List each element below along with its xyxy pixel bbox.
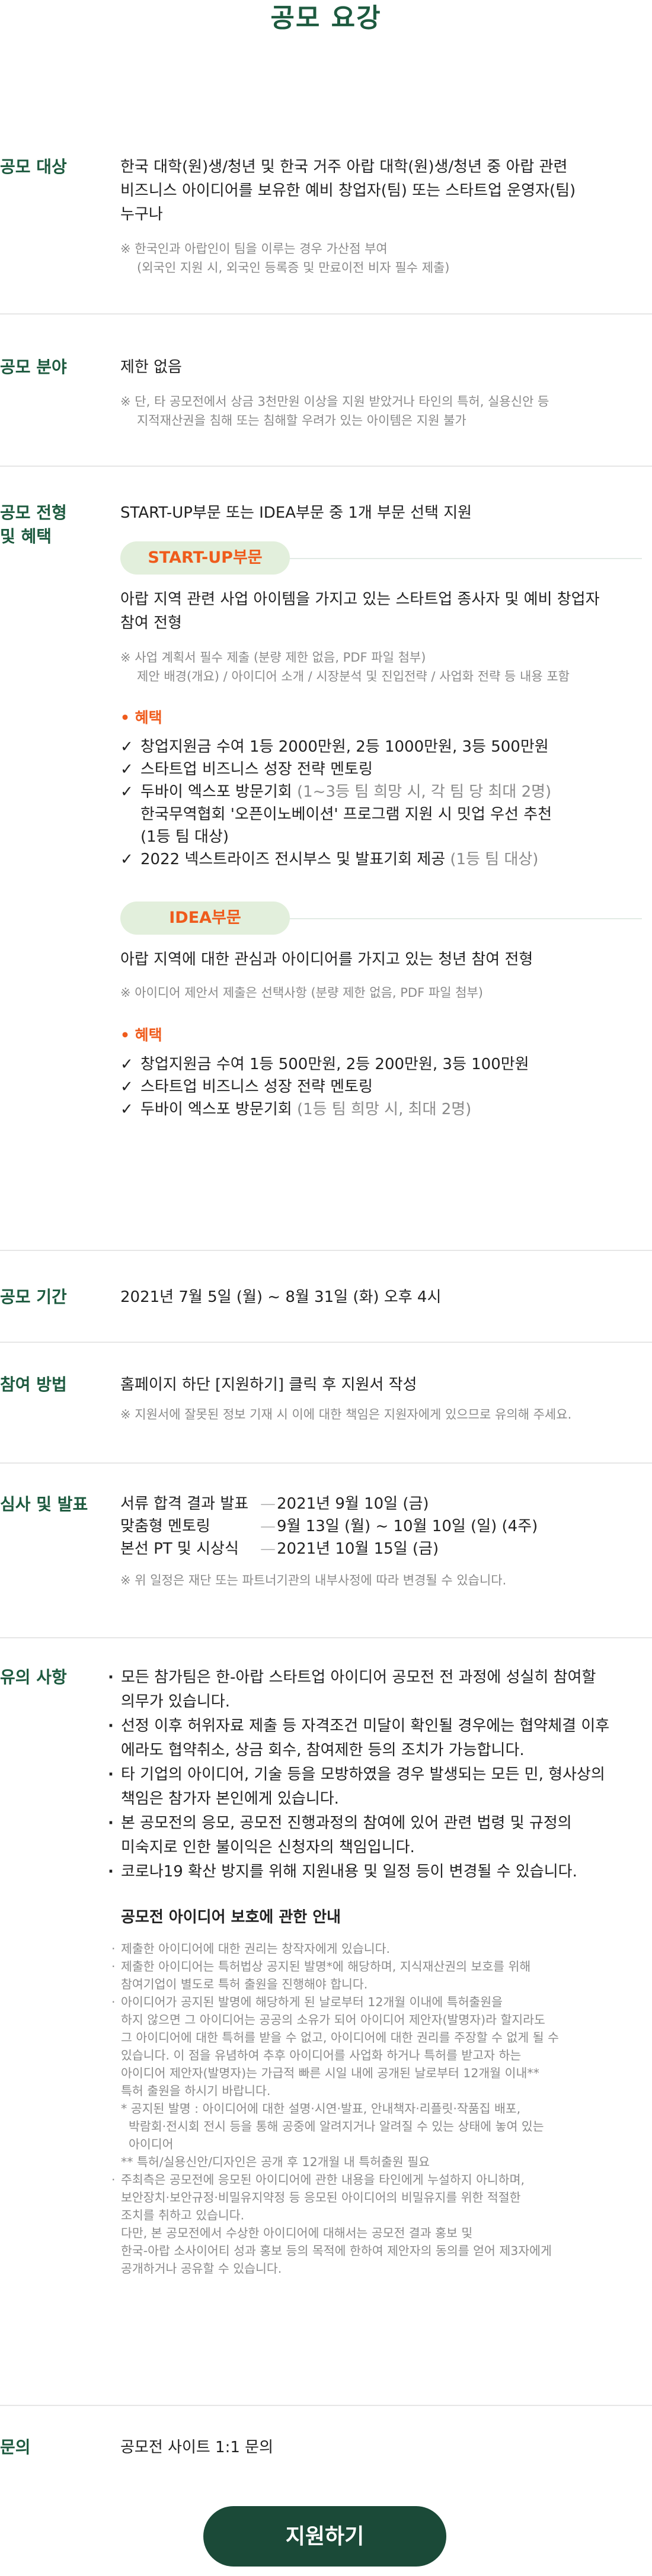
pill-line xyxy=(120,558,642,559)
notice-item: 본 공모전의 응모, 공모전 진행과정의 참여에 있어 관련 법령 및 규정의미… xyxy=(108,1811,644,1860)
method-content: 홈페이지 하단 [지원하기] 클릭 후 지원서 작성 ※ 지원서에 잘못된 정보… xyxy=(120,1373,642,1424)
schedule-date: 2021년 10월 15일 (금) xyxy=(277,1540,439,1558)
apply-button[interactable]: 지원하기 xyxy=(203,2506,446,2567)
notice-list: 모든 참가팀은 한-아랍 스타트업 아이디어 공모전 전 과정에 성실히 참여할… xyxy=(108,1666,644,1884)
protection-item: 아이디어가 공지된 발명에 해당하게 된 날로부터 12개월 이내에 특허출원을… xyxy=(111,1993,644,2100)
process-intro: START-UP부문 또는 IDEA부문 중 1개 부문 선택 지원 xyxy=(120,504,472,522)
schedule-name: 서류 합격 결과 발표 xyxy=(120,1495,249,1513)
startup-section-header: START-UP부문 xyxy=(120,541,642,575)
review-label: 심사 및 발표 xyxy=(0,1494,88,1514)
target-content: 한국 대학(원)생/청년 및 한국 거주 아랍 대학(원)생/청년 중 아랍 관… xyxy=(120,155,642,277)
review-content: 서류 합격 결과 발표 — 2021년 9월 10일 (금) 맞춤형 멘토링 —… xyxy=(120,1493,642,1590)
benefit-item: ✓ 스타트업 비즈니스 성장 전략 멘토링 xyxy=(120,758,642,781)
protection-item: 제출한 아이디어에 대한 권리는 창작자에게 있습니다. xyxy=(111,1940,644,1958)
target-note: ※ 한국인과 아랍인이 팀을 이루는 경우 가산점 부여 xyxy=(120,242,388,256)
benefit-item: ✓ 스타트업 비즈니스 성장 전략 멘토링 xyxy=(120,1076,642,1098)
notice-item: 모든 참가팀은 한-아랍 스타트업 아이디어 공모전 전 과정에 성실히 참여할… xyxy=(108,1666,644,1714)
startup-benefit-list: ✓ 창업지원금 수여 1등 2000만원, 2등 1000만원, 3등 500만원… xyxy=(120,736,642,871)
idea-pill: IDEA부문 xyxy=(120,902,290,935)
field-note: ※ 단, 타 공모전에서 상금 3천만원 이상을 지원 받았거나 타인의 특허,… xyxy=(120,394,549,409)
period-main: 2021년 7월 5일 (월) ~ 8월 31일 (화) 오후 4시 xyxy=(120,1288,442,1306)
divider xyxy=(0,1250,652,1251)
divider xyxy=(0,1462,652,1464)
period-content: 2021년 7월 5일 (월) ~ 8월 31일 (화) 오후 4시 xyxy=(120,1285,642,1309)
target-label: 공모 대상 xyxy=(0,157,67,177)
check-icon: ✓ xyxy=(120,851,133,868)
check-icon: ✓ xyxy=(120,1101,133,1118)
startup-benefit-title: • 혜택 xyxy=(120,709,162,726)
schedule-dash: — xyxy=(260,1540,276,1558)
benefit-item: ✓ 창업지원금 수여 1등 2000만원, 2등 1000만원, 3등 500만원 xyxy=(120,736,642,758)
method-note: ※ 지원서에 잘못된 정보 기재 시 이에 대한 책임은 지원자에게 있으므로 … xyxy=(120,1407,572,1422)
protection-title: 공모전 아이디어 보호에 관한 안내 xyxy=(121,1908,341,1926)
startup-desc: 아랍 지역 관련 사업 아이템을 가지고 있는 스타트업 종사자 및 예비 창업… xyxy=(120,591,600,608)
protection-footnote: ** 특허/실용신안/디자인은 공개 후 12개월 내 특허출원 필요 xyxy=(121,2155,430,2169)
startup-desc: 참여 전형 xyxy=(120,614,182,632)
field-label: 공모 분야 xyxy=(0,357,67,377)
divider xyxy=(0,1637,652,1638)
divider xyxy=(0,466,652,467)
divider xyxy=(0,2405,652,2406)
target-line: 한국 대학(원)생/청년 및 한국 거주 아랍 대학(원)생/청년 중 아랍 관… xyxy=(120,158,568,176)
idea-benefit-title: • 혜택 xyxy=(120,1026,162,1044)
notice-label: 유의 사항 xyxy=(0,1667,67,1687)
process-content: START-UP부문 또는 IDEA부문 중 1개 부문 선택 지원 START… xyxy=(120,501,642,1121)
inquiry-main: 공모전 사이트 1:1 문의 xyxy=(120,2439,273,2456)
method-main: 홈페이지 하단 [지원하기] 클릭 후 지원서 작성 xyxy=(120,1376,417,1394)
startup-note: ※ 사업 계획서 필수 제출 (분량 제한 없음, PDF 파일 첨부) xyxy=(120,650,426,665)
schedule-dash: — xyxy=(260,1495,276,1513)
divider xyxy=(0,313,652,315)
notice-item: 코로나19 확산 방지를 위해 지원내용 및 일정 등이 변경될 수 있습니다. xyxy=(108,1860,644,1884)
target-line: 누구나 xyxy=(120,206,163,223)
process-label-line: 및 혜택 xyxy=(0,527,52,546)
idea-section-header: IDEA부문 xyxy=(120,902,642,935)
notice-item: 타 기업의 아이디어, 기술 등을 모방하였을 경우 발생되는 모든 민, 형사… xyxy=(108,1763,644,1811)
check-icon: ✓ xyxy=(120,1078,133,1096)
benefit-item: ✓ 두바이 엑스포 방문기회 (1등 팀 희망 시, 최대 2명) xyxy=(120,1098,642,1121)
protection-item: 주최측은 공모전에 응모된 아이디어에 관한 내용을 타인에게 누설하지 아니하… xyxy=(111,2171,644,2277)
benefit-item: ✓ 2022 넥스트라이즈 전시부스 및 발표기회 제공 (1등 팀 대상) xyxy=(120,848,642,871)
schedule-name: 맞춤형 멘토링 xyxy=(120,1518,210,1535)
field-note: 지적재산권을 침해 또는 침해할 우려가 있는 아이템은 지원 불가 xyxy=(137,413,466,428)
check-icon: ✓ xyxy=(120,783,133,801)
benefit-item: ✓ 창업지원금 수여 1등 500만원, 2등 200만원, 3등 100만원 xyxy=(120,1053,642,1076)
notice-item: 선정 이후 허위자료 제출 등 자격조건 미달이 확인될 경우에는 협약체결 이… xyxy=(108,1714,644,1763)
field-main: 제한 없음 xyxy=(120,358,182,376)
protection-footnote: * 공지된 발명 : 아이디어에 대한 설명·시연·발표, 안내책자·리플릿·작… xyxy=(121,2102,544,2151)
field-content: 제한 없음 ※ 단, 타 공모전에서 상금 3천만원 이상을 지원 받았거나 타… xyxy=(120,355,642,430)
check-icon: ✓ xyxy=(120,1056,133,1073)
target-note: (외국인 지원 시, 외국인 등록증 및 만료이전 비자 필수 제출) xyxy=(137,261,450,275)
check-icon: ✓ xyxy=(120,761,133,778)
review-schedule: 서류 합격 결과 발표 — 2021년 9월 10일 (금) 맞춤형 멘토링 —… xyxy=(120,1493,642,1560)
notice-content: 모든 참가팀은 한-아랍 스타트업 아이디어 공모전 전 과정에 성실히 참여할… xyxy=(108,1666,644,2277)
pill-line xyxy=(120,918,642,919)
protection-item: 제출한 아이디어는 특허법상 공지된 발명*에 해당하며, 지식재산권의 보호를… xyxy=(111,1958,644,1993)
benefit-item: ✓ 두바이 엑스포 방문기회 (1~3등 팀 희망 시, 각 팀 당 최대 2명)… xyxy=(120,781,642,848)
idea-benefit-list: ✓ 창업지원금 수여 1등 500만원, 2등 200만원, 3등 100만원 ✓… xyxy=(120,1053,642,1121)
period-label: 공모 기간 xyxy=(0,1287,67,1307)
protection-list: 제출한 아이디어에 대한 권리는 창작자에게 있습니다. 제출한 아이디어는 특… xyxy=(108,1940,644,2277)
process-label: 공모 전형 및 혜택 xyxy=(0,501,67,548)
inquiry-label: 문의 xyxy=(0,2437,31,2457)
schedule-name: 본선 PT 및 시상식 xyxy=(120,1540,239,1558)
method-label: 참여 방법 xyxy=(0,1375,67,1394)
startup-note: 제안 배경(개요) / 아이디어 소개 / 시장분석 및 진입전략 / 사업화 … xyxy=(137,669,570,684)
schedule-date: 2021년 9월 10일 (금) xyxy=(277,1495,429,1513)
startup-pill: START-UP부문 xyxy=(120,541,290,575)
review-note: ※ 위 일정은 재단 또는 파트너기관의 내부사정에 따라 변경될 수 있습니다… xyxy=(120,1573,507,1587)
schedule-date: 9월 13일 (월) ~ 10월 10일 (일) (4주) xyxy=(277,1518,538,1535)
check-icon: ✓ xyxy=(120,738,133,756)
schedule-dash: — xyxy=(260,1518,276,1535)
process-label-line: 공모 전형 xyxy=(0,503,67,522)
target-line: 비즈니스 아이디어를 보유한 예비 창업자(팀) 또는 스타트업 운영자(팀) xyxy=(120,182,576,200)
idea-desc: 아랍 지역에 대한 관심과 아이디어를 가지고 있는 청년 참여 전형 xyxy=(120,951,533,968)
idea-note: ※ 아이디어 제안서 제출은 선택사항 (분량 제한 없음, PDF 파일 첨부… xyxy=(120,986,484,1000)
page-title: 공모 요강 xyxy=(270,3,382,33)
inquiry-content: 공모전 사이트 1:1 문의 xyxy=(120,2436,642,2459)
divider xyxy=(0,1342,652,1343)
